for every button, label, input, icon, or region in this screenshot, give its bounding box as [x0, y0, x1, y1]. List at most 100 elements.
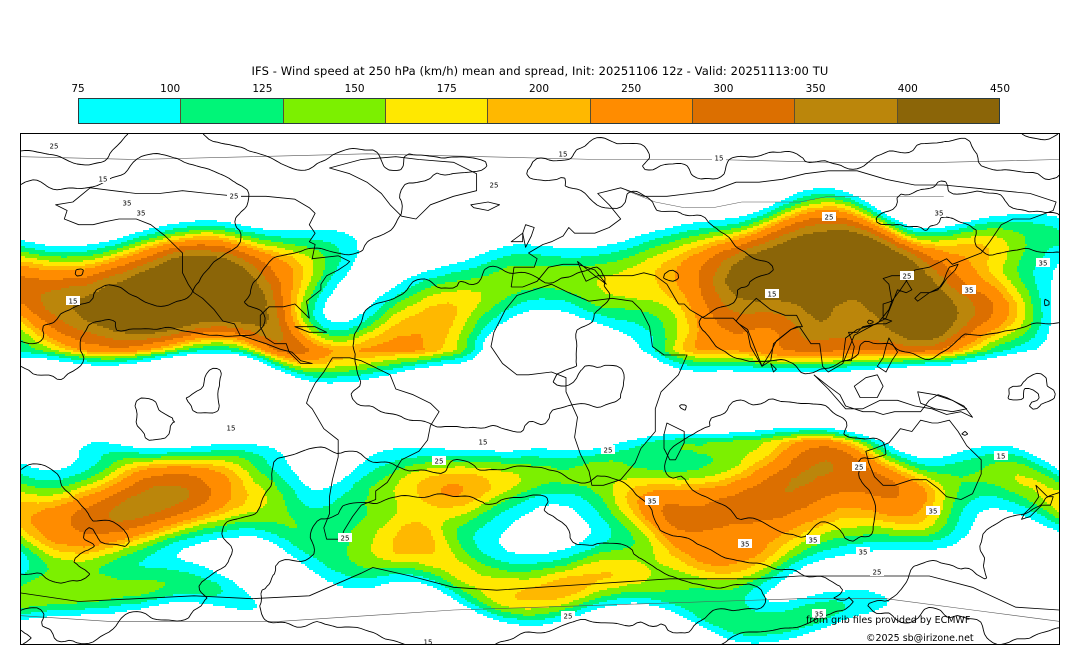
contour-label: 15 [99, 176, 108, 184]
coastline-path [294, 326, 328, 333]
contour-label-backdrop [962, 285, 976, 294]
colorbar-tick-label: 250 [621, 83, 642, 95]
contour-label-backdrop [421, 637, 435, 644]
contour-label-backdrop [900, 271, 914, 280]
colorbar-segment [795, 99, 898, 123]
contour-label: 25 [873, 569, 882, 577]
contour-label: 15 [768, 291, 777, 299]
colorbar-tick-label: 100 [160, 83, 181, 95]
contour-label-backdrop [852, 462, 866, 471]
colorbar-tick-label: 300 [713, 83, 734, 95]
contour-label: 15 [559, 151, 568, 159]
contour-label-backdrop [601, 445, 615, 454]
coastline-path [55, 187, 351, 364]
colorbar-tick-label: 200 [528, 83, 550, 95]
colorbar-bands [78, 98, 1000, 124]
contour-label-backdrop [712, 153, 726, 162]
contour-label-backdrop [856, 547, 870, 556]
coastline-path [329, 156, 478, 220]
contour-label-backdrop [806, 535, 820, 544]
coastline-path [1021, 484, 1054, 520]
contour-label: 15 [227, 425, 236, 433]
colorbar-segment [385, 99, 489, 123]
contour-label-backdrop [224, 423, 238, 432]
colorbar-tick-label: 75 [71, 83, 85, 95]
spread-contour-35 [21, 153, 1059, 644]
contour-label: 35 [809, 537, 818, 545]
contour-label-backdrop [645, 496, 659, 505]
contour-label-backdrop [822, 212, 836, 221]
contour-label: 15 [479, 439, 488, 447]
contour-label-backdrop [561, 611, 575, 620]
spread-contour-25 [21, 134, 1059, 644]
map-svg: 25 15 35 35 15 15 25 35 25 35 35 25 25 15 15 25 15 35 35 25… [21, 134, 1059, 644]
contour-label: 25 [490, 182, 499, 190]
contour-label-backdrop [765, 289, 779, 298]
coastline-path [470, 201, 501, 211]
contour-label: 15 [715, 155, 724, 163]
colorbar-tick-labels: 75 100 125 150 175 200 250 300 350 400 450 [71, 83, 1010, 97]
colorbar-tick-label: 175 [436, 83, 457, 95]
colorbar: 75 100 125 150 175 200 250 300 350 400 450 [71, 83, 1010, 124]
contour-label-backdrop [432, 456, 446, 465]
contour-label: 35 [929, 508, 938, 516]
contour-label: 15 [69, 298, 78, 306]
contour-label: 35 [123, 200, 132, 208]
contour-label-backdrop [487, 180, 501, 189]
colorbar-segment [181, 99, 284, 123]
grib-credit: from grib files provided by ECMWF [806, 615, 971, 626]
coastline-path [865, 419, 982, 500]
contour-label-backdrop [338, 533, 352, 542]
coastline-path [21, 567, 1059, 611]
coastline-path [306, 357, 440, 540]
spread-contour-lines [21, 134, 1059, 644]
colorbar-segment [79, 99, 182, 123]
contour-label-backdrop [120, 198, 134, 207]
contour-label: 25 [604, 447, 613, 455]
contour-label: 25 [825, 214, 834, 222]
contour-label-backdrop [812, 609, 826, 618]
contour-label: 35 [935, 210, 944, 218]
contour-label: 35 [815, 611, 824, 619]
colorbar-tick-label: 450 [989, 83, 1011, 95]
coastline-path [813, 374, 973, 418]
coastline-path [735, 297, 803, 367]
contour-label-backdrop [932, 208, 946, 217]
contour-label-backdrop [476, 437, 490, 446]
colorbar-tick-label: 125 [252, 83, 273, 95]
contour-label-backdrop [47, 141, 61, 150]
contour-label: 25 [855, 464, 864, 472]
contour-label-backdrop [1036, 258, 1050, 267]
coastline-path [876, 337, 898, 373]
coastline-path [510, 170, 1057, 373]
contour-label-backdrop [96, 174, 110, 183]
wind-band-300-350 [41, 224, 975, 522]
contour-label-backdrop [870, 567, 884, 576]
spread-contour-15 [21, 134, 1059, 584]
colorbar-tick-label: 150 [344, 83, 365, 95]
contour-label: 35 [859, 549, 868, 557]
colorbar-segment [692, 99, 796, 123]
contour-label: 15 [424, 639, 433, 645]
colorbar-segment [283, 99, 386, 123]
coastlines [21, 153, 1059, 622]
contour-label: 25 [230, 193, 239, 201]
colorbar-segment [897, 99, 999, 123]
contour-label: 35 [648, 498, 657, 506]
wind-speed-field [21, 188, 1059, 644]
contour-label-backdrop [227, 191, 241, 200]
contour-label: 35 [137, 210, 146, 218]
contour-label: 25 [50, 143, 59, 151]
coastline-path [853, 374, 884, 398]
contour-label: 25 [903, 273, 912, 281]
coastline-path [917, 391, 968, 413]
contour-label: 25 [341, 535, 350, 543]
spread-contour-labels: 25 15 35 35 15 15 25 35 25 35 35 25 25 15 15 25 15 35 35 25… [47, 141, 1050, 644]
coastline-path [490, 283, 688, 486]
contour-label-backdrop [66, 296, 80, 305]
wind-band-350-400 [73, 230, 959, 340]
contour-label: 15 [997, 453, 1006, 461]
colorbar-segment [488, 99, 591, 123]
coastline-path [914, 263, 959, 302]
coastline-path [522, 224, 535, 248]
